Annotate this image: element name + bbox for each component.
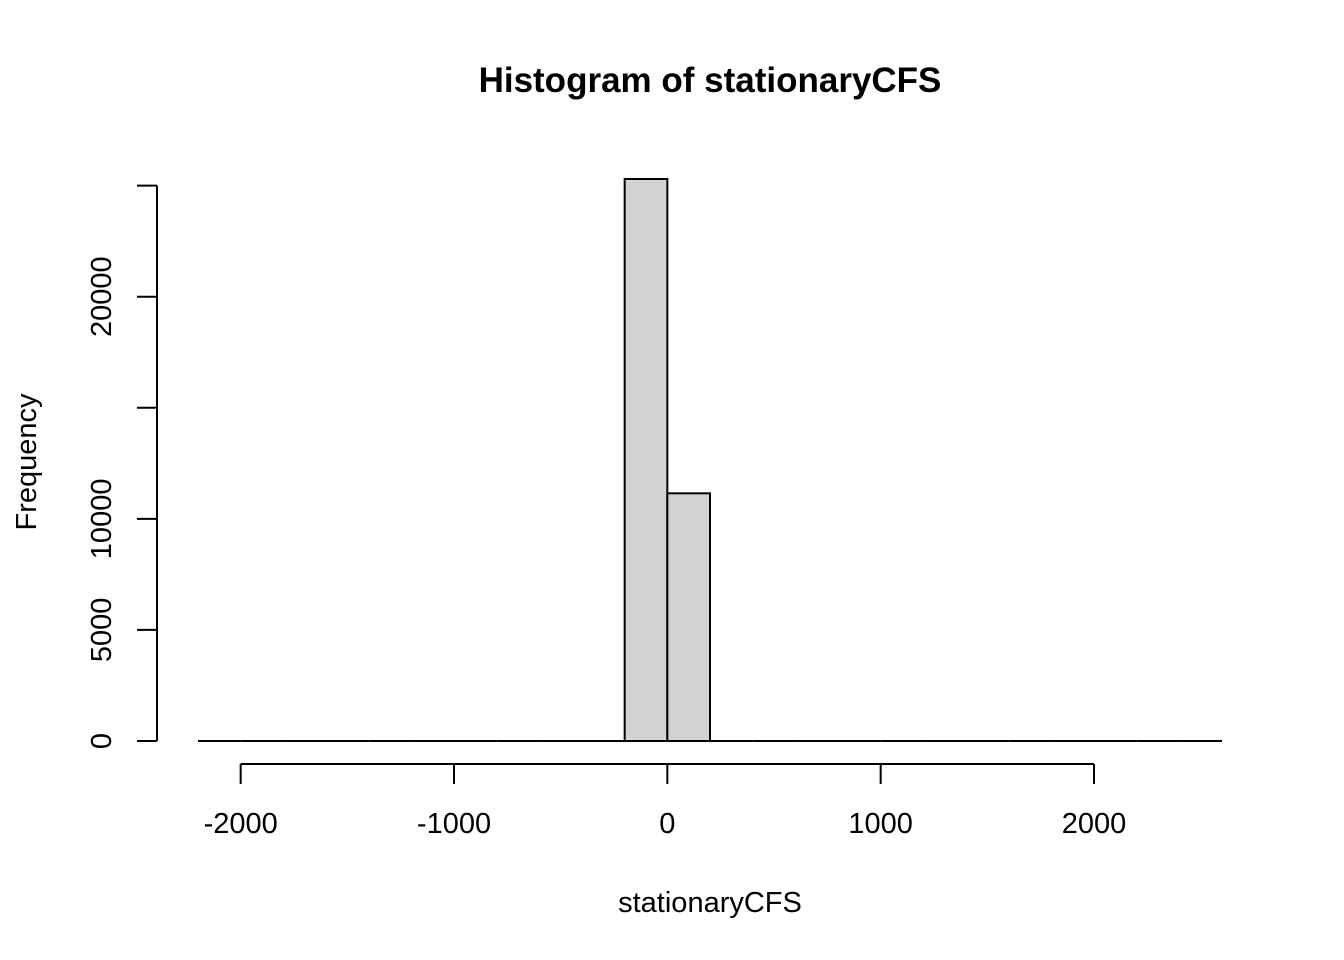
chart-title: Histogram of stationaryCFS [479, 61, 942, 100]
histogram-bar [666, 492, 711, 742]
y-axis-title: Frequency [11, 393, 43, 531]
x-axis: -2000 -1000 0 1000 2000 [204, 763, 1127, 840]
x-axis-title: stationaryCFS [618, 887, 802, 919]
histogram-bar [623, 178, 669, 742]
y-tick-label: 20000 [86, 256, 118, 337]
y-tick-label: 5000 [86, 598, 118, 663]
y-axis: 0 5000 10000 20000 [86, 184, 158, 749]
y-tick-label: 10000 [86, 479, 118, 560]
bars-group [198, 178, 1222, 742]
x-tick-label: 2000 [1062, 808, 1127, 840]
x-tick-label: 1000 [848, 808, 913, 840]
x-tick-label: -2000 [204, 808, 278, 840]
x-tick-label: 0 [659, 808, 675, 840]
y-tick-label: 0 [86, 733, 118, 749]
x-tick-label: -1000 [417, 808, 491, 840]
